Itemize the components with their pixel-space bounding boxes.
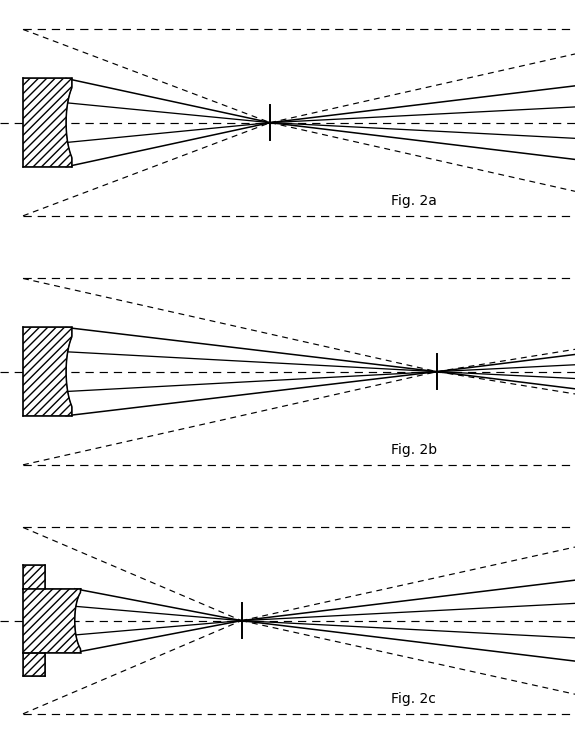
Text: Fig. 2b: Fig. 2b — [391, 443, 437, 457]
Bar — [23, 653, 45, 676]
Polygon shape — [23, 589, 80, 653]
Bar — [23, 565, 45, 589]
Text: Fig. 2a: Fig. 2a — [391, 194, 437, 208]
Polygon shape — [23, 78, 72, 167]
Polygon shape — [23, 327, 72, 416]
Text: Fig. 2c: Fig. 2c — [391, 692, 436, 706]
